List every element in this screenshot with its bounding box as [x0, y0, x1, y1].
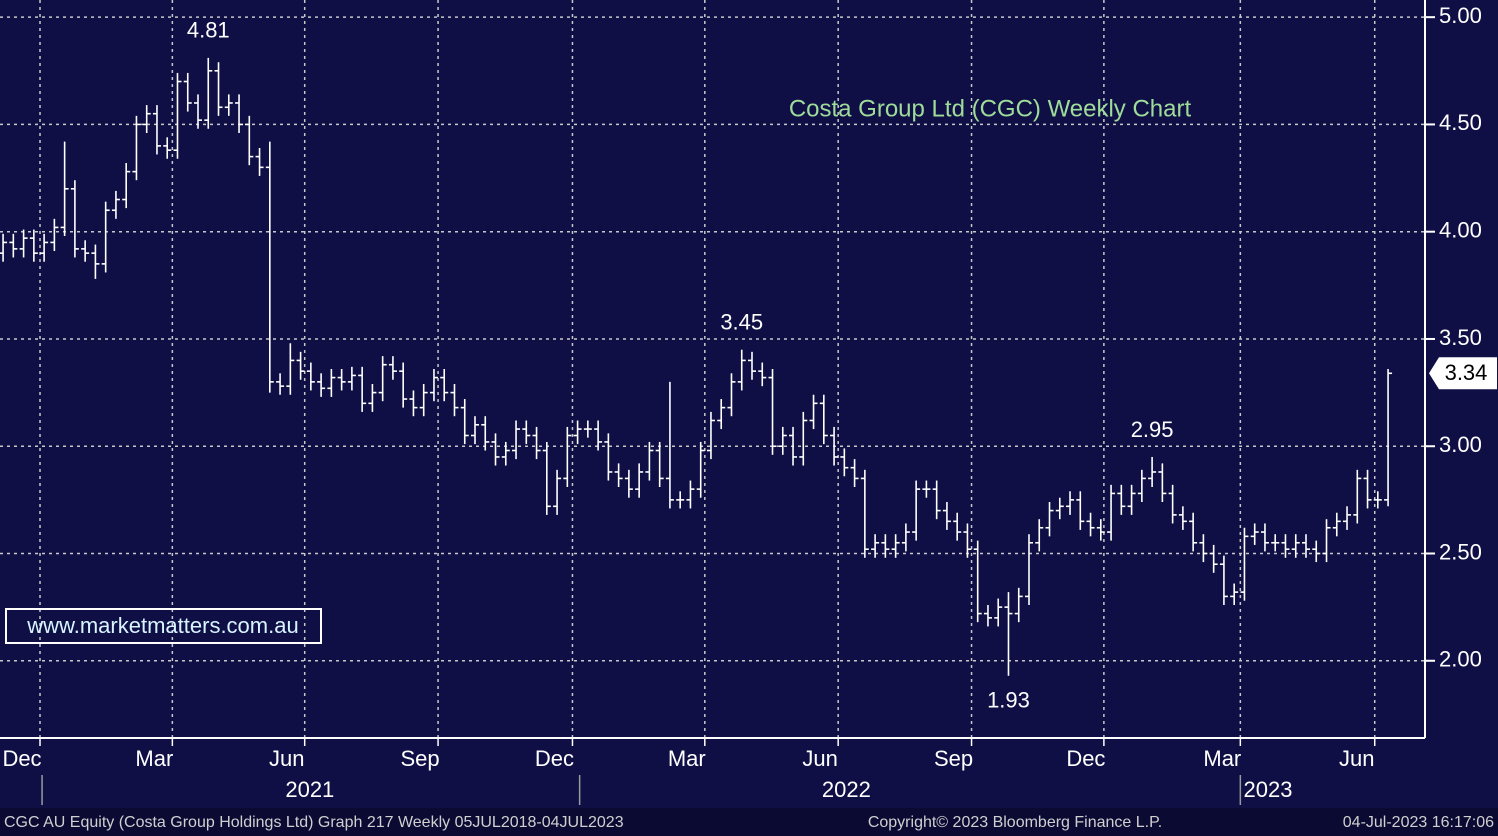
watermark-box — [5, 608, 322, 644]
footer-bar — [0, 808, 1498, 836]
footer-right: 04-Jul-2023 16:17:06 — [1343, 814, 1494, 831]
y-tick-label: 2.00 — [1439, 647, 1482, 672]
x-tick-label: Dec — [1066, 746, 1105, 771]
x-tick-label: Mar — [668, 746, 706, 771]
price-bars — [0, 57, 1393, 676]
annotation: 4.81 — [187, 18, 230, 43]
y-tick-label: 3.50 — [1439, 325, 1482, 350]
x-tick-label: Sep — [400, 746, 439, 771]
x-tick-label: Jun — [269, 746, 304, 771]
year-label: 2022 — [822, 777, 871, 802]
y-tick-label: 4.50 — [1439, 110, 1482, 135]
y-tick-label: 4.00 — [1439, 218, 1482, 243]
footer-left: CGC AU Equity (Costa Group Holdings Ltd)… — [4, 814, 624, 831]
x-tick-label: Mar — [135, 746, 173, 771]
y-tick-label: 2.50 — [1439, 539, 1482, 564]
annotation: 2.95 — [1131, 417, 1174, 442]
chart-title: Costa Group Ltd (CGC) Weekly Chart — [789, 95, 1192, 122]
last-price-label: 3.34 — [1445, 360, 1488, 385]
footer-center: Copyright© 2023 Bloomberg Finance L.P. — [868, 814, 1162, 831]
annotation: 3.45 — [720, 310, 763, 335]
watermark: www.marketmatters.com.au — [26, 613, 298, 638]
x-tick-label: Jun — [802, 746, 837, 771]
x-tick-label: Mar — [1203, 746, 1241, 771]
y-tick-label: 3.00 — [1439, 432, 1482, 457]
year-label: 2023 — [1244, 777, 1293, 802]
x-tick-label: Dec — [2, 746, 41, 771]
axes: 2.00 2.50 3.00 3.50 4.00 4.50 5.00 Dec Mar Jun Sep… — [0, 0, 1482, 805]
year-label: 2021 — [285, 777, 334, 802]
y-tick-label: 5.00 — [1439, 3, 1482, 28]
x-tick-label: Jun — [1339, 746, 1374, 771]
x-tick-label: Dec — [535, 746, 574, 771]
last-price-box — [1429, 357, 1497, 390]
annotation: 1.93 — [987, 688, 1030, 713]
x-tick-label: Sep — [934, 746, 973, 771]
